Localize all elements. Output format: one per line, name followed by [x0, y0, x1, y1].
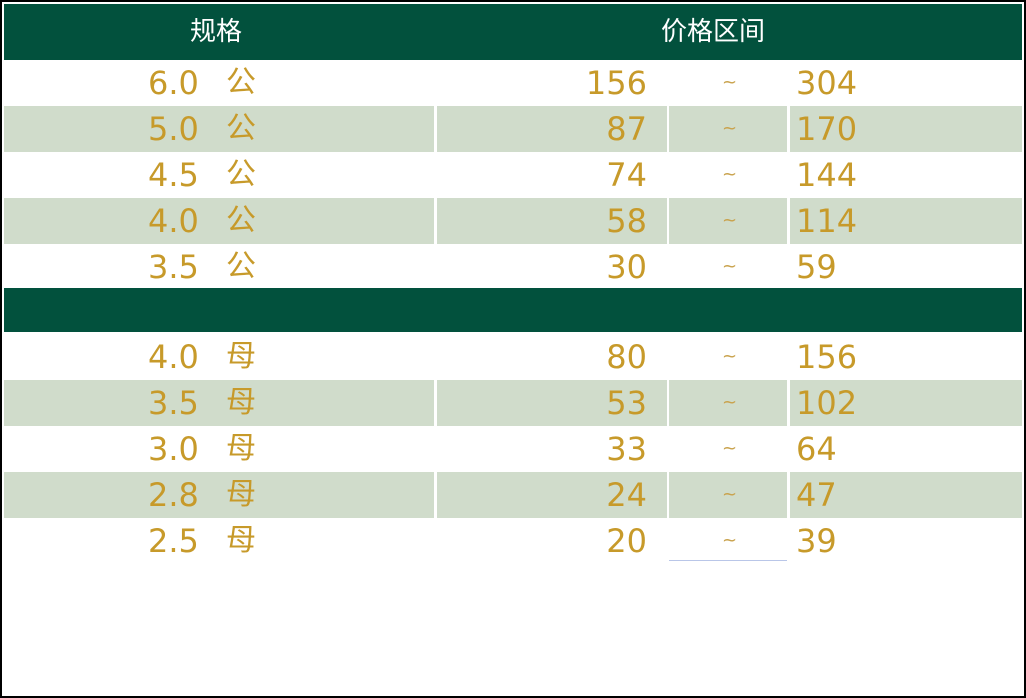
- price-max-value: 64: [796, 430, 837, 468]
- table-row: 2.8 母 24 ~47: [4, 472, 1022, 518]
- price-range-column-header: 价格区间: [661, 17, 766, 47]
- row-stripe: [4, 472, 434, 518]
- spec-value: 3.5: [148, 248, 199, 286]
- spec-value: 4.0: [148, 338, 199, 376]
- sex-label: 公: [226, 203, 256, 238]
- range-separator: ~: [722, 530, 738, 551]
- sex-label: 公: [226, 65, 256, 100]
- price-min-value: 58: [606, 202, 647, 240]
- sex-label: 母: [226, 431, 256, 466]
- sex-label: 母: [226, 523, 256, 558]
- table-row: 2.5 母 20 ~39: [4, 518, 1022, 564]
- range-separator: ~: [722, 256, 738, 277]
- sex-label: 公: [226, 157, 256, 192]
- table-row: 3.5 公 30 ~59: [4, 244, 1022, 290]
- table-row: 5.0 公 87 ~170: [4, 106, 1022, 152]
- price-max-value: 170: [796, 110, 858, 148]
- price-min-value: 156: [585, 64, 647, 102]
- row-stripe: [4, 198, 434, 244]
- row-stripe: [4, 380, 434, 426]
- spec-value: 2.5: [148, 522, 199, 560]
- row-stripe: [669, 472, 787, 518]
- row-stripe: [669, 198, 787, 244]
- range-separator: ~: [722, 118, 738, 139]
- table-row: 4.5 公 74 ~144: [4, 152, 1022, 198]
- price-min-value: 80: [606, 338, 647, 376]
- row-stripe: [669, 106, 787, 152]
- range-separator: ~: [722, 72, 738, 93]
- price-min-value: 33: [606, 430, 647, 468]
- range-separator: ~: [722, 484, 738, 505]
- sex-label: 母: [226, 339, 256, 374]
- spec-value: 2.8: [148, 476, 199, 514]
- range-separator: ~: [722, 438, 738, 459]
- selection-underline: [669, 560, 787, 561]
- section-divider: [4, 288, 1022, 332]
- row-stripe: [437, 472, 667, 518]
- price-max-value: 144: [796, 156, 858, 194]
- sex-label: 公: [226, 249, 256, 284]
- table-row: 6.0 公 156 ~304: [4, 60, 1022, 106]
- table-row: 3.0 母 33 ~64: [4, 426, 1022, 472]
- table-row: 4.0 公 58 ~114: [4, 198, 1022, 244]
- price-max-value: 114: [796, 202, 858, 240]
- sex-label: 公: [226, 111, 256, 146]
- row-stripe: [790, 198, 1022, 244]
- price-max-value: 156: [796, 338, 858, 376]
- spec-column-header: 规格: [190, 17, 243, 47]
- price-max-value: 39: [796, 522, 837, 560]
- price-min-value: 30: [606, 248, 647, 286]
- row-stripe: [4, 106, 434, 152]
- range-separator: ~: [722, 346, 738, 367]
- price-min-value: 74: [606, 156, 647, 194]
- spec-value: 3.0: [148, 430, 199, 468]
- table-header: 规格 价格区间: [4, 4, 1022, 60]
- spec-value: 4.5: [148, 156, 199, 194]
- spec-value: 5.0: [148, 110, 199, 148]
- row-stripe: [790, 472, 1022, 518]
- spec-value: 3.5: [148, 384, 199, 422]
- price-min-value: 24: [606, 476, 647, 514]
- price-max-value: 304: [796, 64, 858, 102]
- range-separator: ~: [722, 392, 738, 413]
- row-stripe: [790, 106, 1022, 152]
- row-stripe: [437, 380, 667, 426]
- table-row: 3.5 母 53 ~102: [4, 380, 1022, 426]
- row-stripe: [669, 380, 787, 426]
- price-min-value: 53: [606, 384, 647, 422]
- sex-label: 母: [226, 385, 256, 420]
- row-stripe: [437, 106, 667, 152]
- row-stripe: [790, 380, 1022, 426]
- price-max-value: 59: [796, 248, 837, 286]
- row-stripe: [437, 198, 667, 244]
- price-max-value: 47: [796, 476, 837, 514]
- range-separator: ~: [722, 210, 738, 231]
- sex-label: 母: [226, 477, 256, 512]
- price-min-value: 20: [606, 522, 647, 560]
- table-row: 4.0 母 80 ~156: [4, 334, 1022, 380]
- spec-value: 4.0: [148, 202, 199, 240]
- spec-value: 6.0: [148, 64, 199, 102]
- range-separator: ~: [722, 164, 738, 185]
- price-min-value: 87: [606, 110, 647, 148]
- price-max-value: 102: [796, 384, 858, 422]
